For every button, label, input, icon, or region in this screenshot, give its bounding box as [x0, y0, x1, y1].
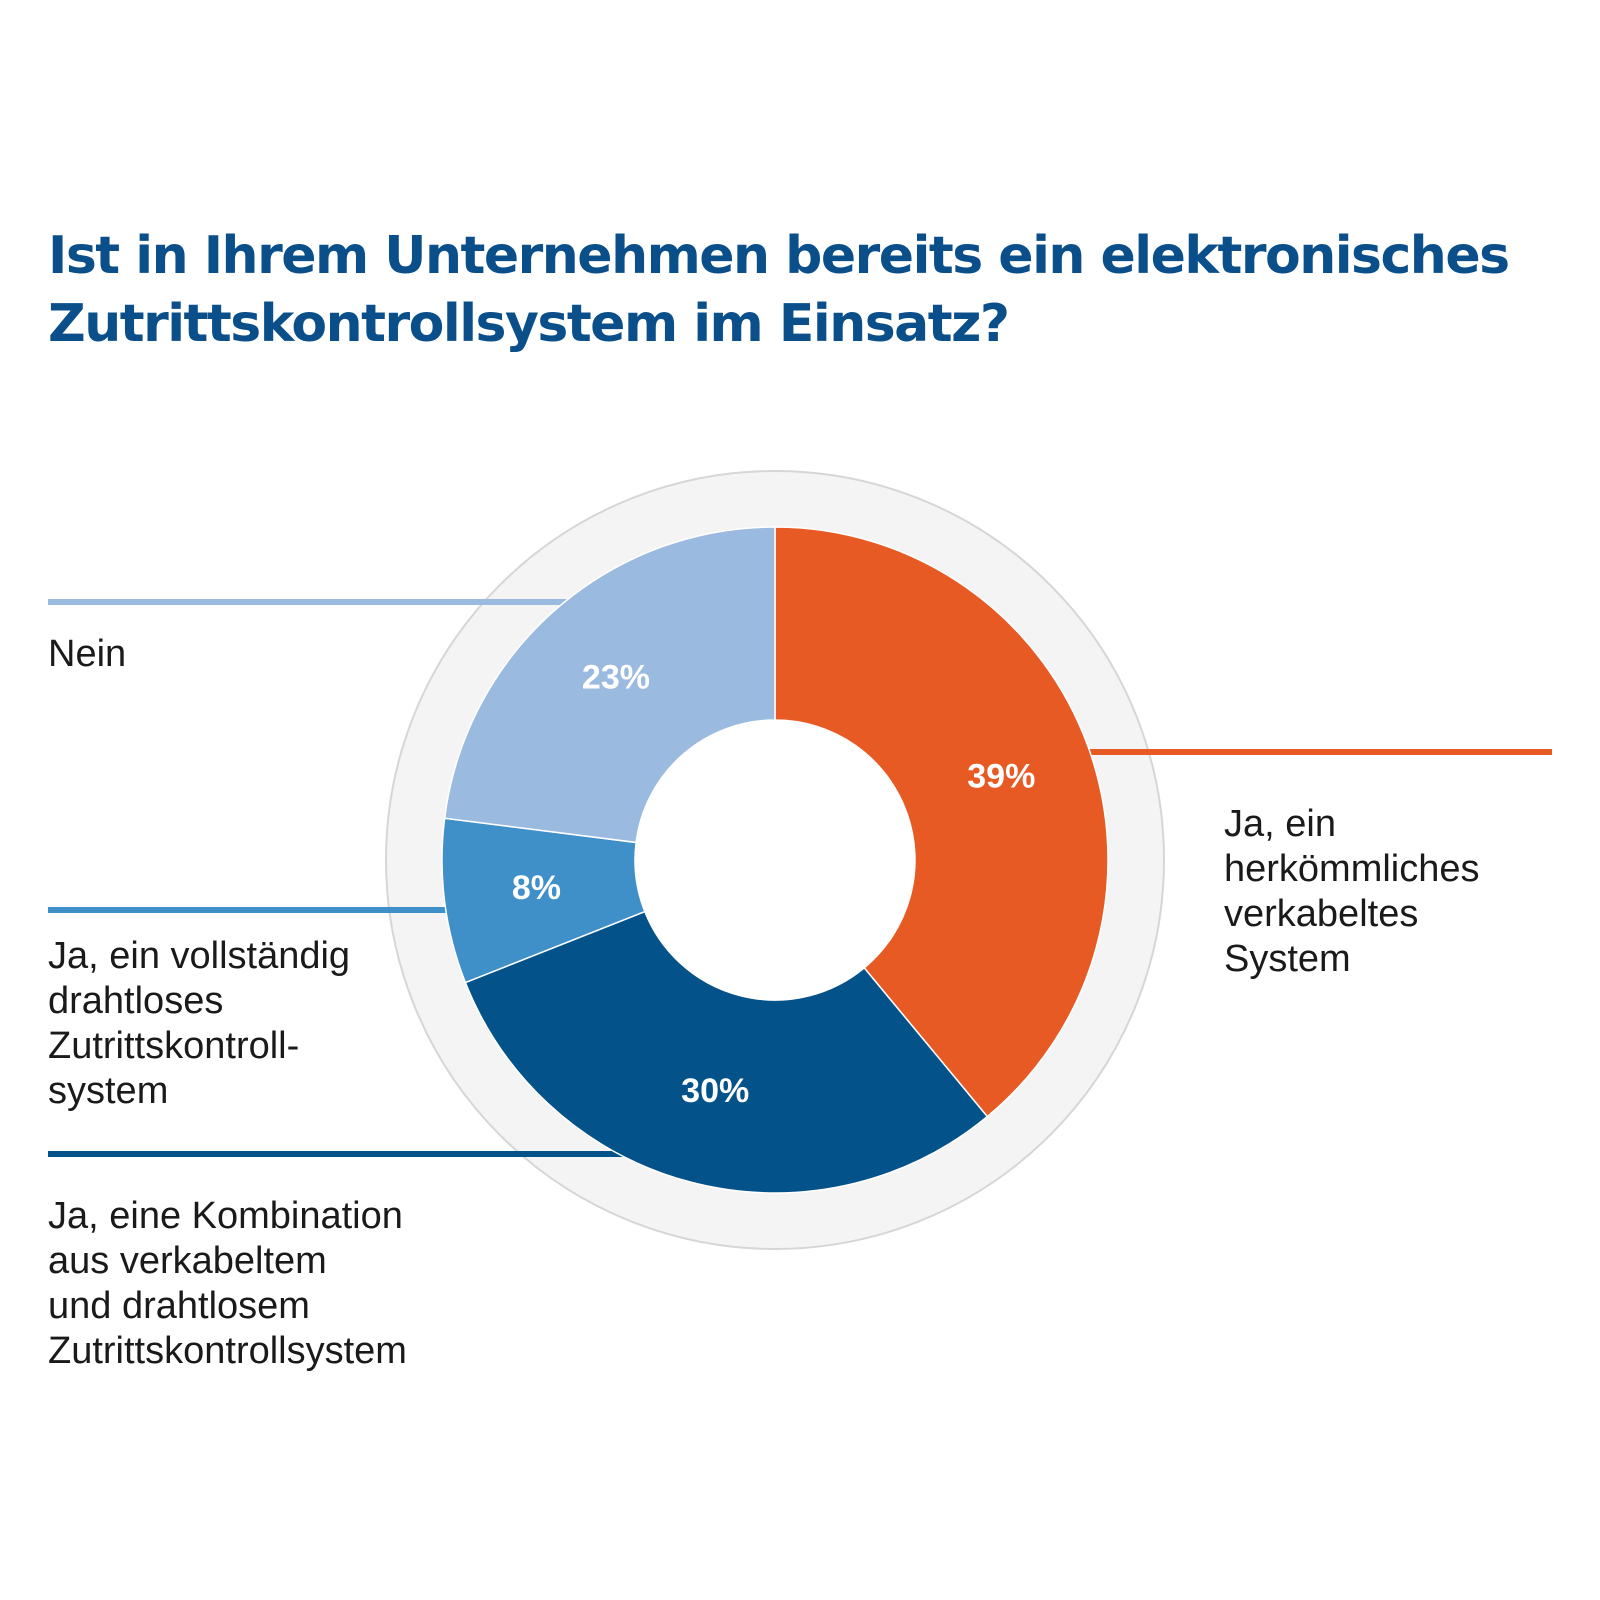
- chart-title-line-1: Ist in Ihrem Unternehmen bereits ein ele…: [48, 226, 1510, 286]
- legend-label-wireless: Ja, ein vollständig drahtloses Zutrittsk…: [48, 935, 351, 1112]
- legend-label-nein: Nein: [48, 633, 127, 675]
- slice-value-label-wireless: 8%: [512, 869, 561, 907]
- legend-label-combination: Ja, eine Kombination aus verkabeltem und…: [48, 1195, 407, 1372]
- legend-label-wired: Ja, ein herkömmliches verkabeltes System: [1224, 803, 1480, 980]
- slice-value-label-combination: 30%: [681, 1072, 749, 1110]
- donut-hole: [635, 720, 915, 1000]
- chart-title: Ist in Ihrem Unternehmen bereits ein ele…: [48, 222, 1548, 358]
- slice-value-label-nein: 23%: [582, 659, 650, 697]
- chart-title-line-2: Zutrittskontrollsystem im Einsatz?: [48, 294, 1010, 354]
- slice-value-label-wired: 39%: [967, 758, 1035, 796]
